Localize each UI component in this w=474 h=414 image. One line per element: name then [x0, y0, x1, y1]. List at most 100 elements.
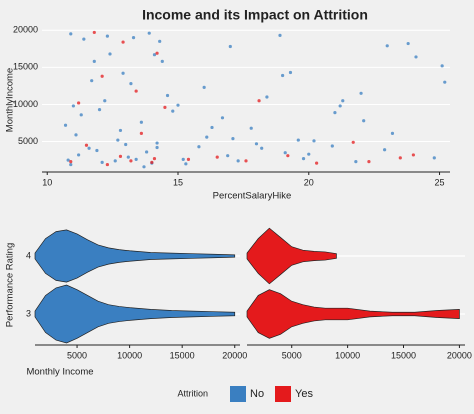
point: [341, 99, 345, 103]
point: [139, 120, 143, 124]
point: [69, 160, 73, 164]
point: [100, 160, 104, 164]
point: [66, 158, 70, 162]
point: [265, 95, 269, 99]
legend-label: Yes: [295, 388, 313, 400]
point: [362, 119, 366, 123]
point: [71, 104, 75, 108]
point: [210, 125, 214, 130]
x-tick-label: 10: [42, 177, 52, 187]
point: [333, 111, 337, 115]
x-axis-title: PercentSalaryHike: [213, 191, 292, 202]
point: [338, 104, 342, 108]
point: [145, 150, 149, 154]
point: [92, 59, 96, 63]
point: [432, 156, 436, 160]
point: [118, 128, 123, 133]
point: [385, 44, 389, 48]
legend-label: No: [250, 388, 264, 400]
point: [236, 159, 240, 163]
point: [150, 160, 154, 164]
legend-title: Attrition: [177, 388, 208, 398]
point: [139, 131, 143, 135]
y-tick-label: 5000: [18, 136, 38, 146]
point: [249, 126, 253, 130]
point: [165, 93, 170, 98]
x-tick-label: 5000: [282, 350, 302, 360]
point: [124, 142, 128, 147]
violin: [246, 227, 337, 285]
point: [286, 154, 290, 158]
point: [244, 159, 248, 163]
y-tick-label: 3: [26, 308, 31, 318]
point: [228, 44, 232, 49]
point: [163, 105, 167, 110]
point: [406, 41, 410, 46]
point: [443, 80, 447, 84]
violin: [34, 229, 236, 283]
x-tick-label: 15: [173, 177, 183, 187]
x-tick-label: 10000: [117, 350, 142, 360]
point: [147, 31, 151, 35]
point: [129, 159, 133, 163]
point: [134, 89, 138, 93]
y-tick-label: 10000: [13, 99, 38, 109]
point: [155, 141, 159, 145]
x-tick-label: 20: [304, 177, 314, 187]
point: [152, 157, 157, 161]
point: [197, 145, 201, 149]
point: [205, 135, 209, 139]
point: [414, 55, 418, 59]
point: [129, 82, 133, 86]
point: [134, 157, 138, 161]
point: [82, 37, 86, 41]
point: [155, 145, 159, 150]
point: [367, 160, 371, 164]
point: [63, 123, 68, 127]
legend-swatch: [275, 386, 291, 402]
point: [105, 34, 109, 38]
point: [260, 146, 264, 150]
point: [398, 156, 402, 160]
point: [315, 161, 319, 165]
point: [278, 33, 282, 37]
point: [95, 148, 99, 153]
point: [220, 116, 225, 120]
point: [181, 157, 185, 161]
point: [126, 155, 130, 159]
y-axis-title: MonthlyIncome: [5, 68, 16, 132]
point: [288, 70, 293, 75]
point: [359, 91, 363, 95]
point: [296, 138, 300, 142]
point: [307, 152, 311, 156]
point: [411, 153, 415, 157]
x-tick-label: 15000: [391, 350, 416, 360]
point: [283, 151, 287, 155]
point: [351, 140, 355, 144]
point: [160, 59, 164, 63]
point: [176, 103, 180, 107]
point: [440, 64, 444, 68]
legend-swatch: [230, 386, 246, 402]
point: [92, 30, 96, 35]
point: [226, 154, 230, 158]
point: [103, 99, 107, 103]
point: [113, 159, 117, 163]
point: [171, 109, 175, 113]
point: [254, 142, 259, 146]
chart-title: Income and its Impact on Attrition: [142, 7, 368, 23]
point: [155, 51, 159, 55]
x-tick-label: 20000: [222, 350, 247, 360]
point: [84, 143, 89, 147]
point: [121, 40, 125, 44]
x-tick-label: 5000: [67, 350, 87, 360]
point: [301, 157, 306, 161]
point: [108, 52, 112, 56]
x-tick-label: 15000: [170, 350, 195, 360]
point: [74, 133, 78, 137]
point: [87, 146, 91, 150]
point: [69, 32, 73, 36]
point: [186, 157, 191, 161]
point: [79, 113, 83, 117]
